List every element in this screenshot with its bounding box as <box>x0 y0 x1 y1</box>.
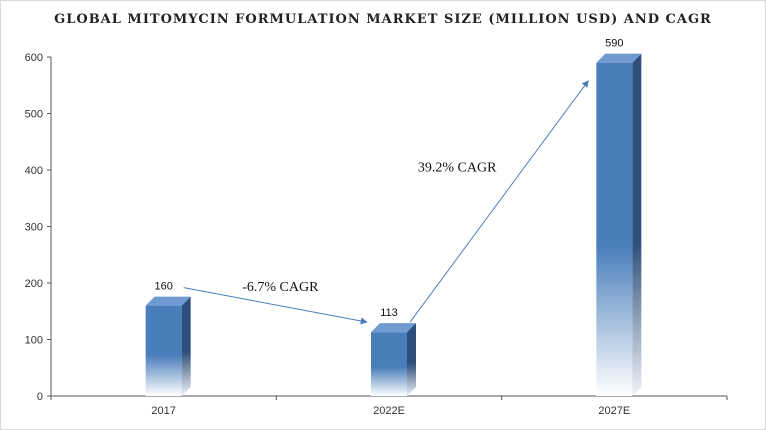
y-tick-label: 300 <box>25 222 43 234</box>
annotations: -6.7% CAGR 39.2% CAGR <box>183 80 589 325</box>
data-label: 590 <box>605 38 623 50</box>
bar-side <box>407 323 416 396</box>
bar-top <box>371 323 416 333</box>
bars: 160 113 590 <box>145 38 642 397</box>
cagr-label: 39.2% CAGR <box>418 160 497 175</box>
bar-top <box>596 53 642 63</box>
cagr-arrow <box>183 287 368 325</box>
y-tick-label: 400 <box>25 165 43 177</box>
y-tick-label: 600 <box>25 52 43 64</box>
x-tick-label: 2027E <box>598 405 630 417</box>
y-tick-label: 100 <box>25 335 43 347</box>
x-tick-label: 2017 <box>151 405 175 417</box>
y-tick-label: 200 <box>25 278 43 290</box>
bar-top <box>145 296 191 306</box>
bar-front <box>371 332 407 396</box>
data-label: 113 <box>380 307 398 319</box>
cagr-label: -6.7% CAGR <box>242 280 319 295</box>
cagr-arrow <box>409 80 589 323</box>
chart-title: GLOBAL MITOMYCIN FORMULATION MARKET SIZE… <box>54 12 712 27</box>
bar-front <box>596 62 633 397</box>
bar-side <box>632 53 642 397</box>
data-label: 160 <box>154 281 172 293</box>
y-tick-label: 500 <box>25 109 43 121</box>
y-tick-label: 0 <box>37 391 43 403</box>
x-tick-label: 2022E <box>373 405 405 417</box>
bar-front <box>145 305 182 396</box>
bar-side <box>181 296 191 396</box>
